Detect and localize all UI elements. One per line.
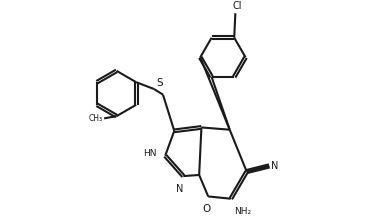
Text: N: N: [176, 184, 183, 194]
Text: Cl: Cl: [233, 1, 242, 11]
Text: NH₂: NH₂: [234, 207, 251, 216]
Text: O: O: [202, 204, 211, 214]
Text: HN: HN: [143, 149, 156, 158]
Text: CH₃: CH₃: [89, 114, 103, 123]
Text: S: S: [156, 78, 163, 88]
Text: N: N: [271, 161, 279, 171]
